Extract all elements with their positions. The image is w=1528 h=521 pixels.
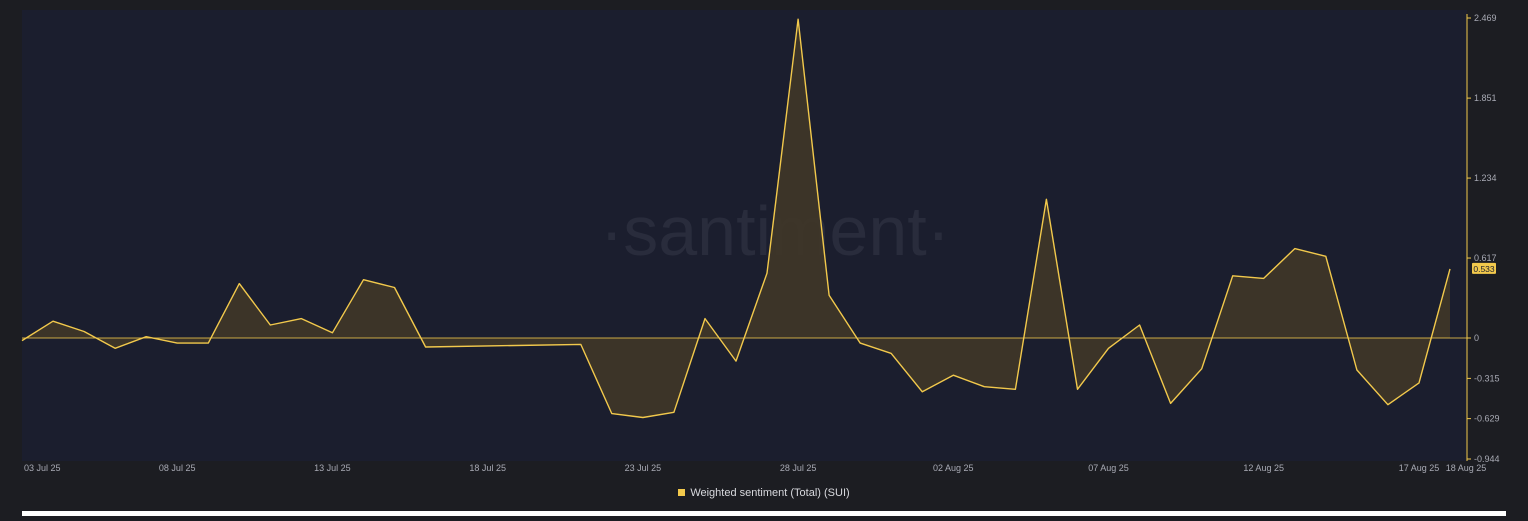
x-tick-label: 18 Jul 25 xyxy=(469,463,506,473)
data-point xyxy=(176,342,178,344)
data-point xyxy=(766,272,768,274)
y-tick-label: -0.315 xyxy=(1474,373,1500,383)
data-point xyxy=(1232,275,1234,277)
data-point xyxy=(1418,382,1420,384)
data-point xyxy=(921,391,923,393)
data-point xyxy=(21,340,23,342)
data-point xyxy=(673,411,675,413)
data-point xyxy=(580,343,582,345)
data-point xyxy=(300,318,302,320)
data-point xyxy=(1077,388,1079,390)
x-tick-label: 23 Jul 25 xyxy=(625,463,662,473)
legend[interactable]: Weighted sentiment (Total) (SUI) xyxy=(0,487,1528,499)
data-point xyxy=(1325,255,1327,257)
last-value-label: 0.533 xyxy=(1473,264,1495,274)
bottom-strip xyxy=(22,511,1506,516)
y-tick-label: 0 xyxy=(1474,333,1479,343)
series-line xyxy=(21,18,1451,419)
data-point xyxy=(642,417,644,419)
x-tick-label: 02 Aug 25 xyxy=(933,463,974,473)
data-point xyxy=(363,279,365,281)
area-layer xyxy=(21,18,1467,419)
data-point xyxy=(890,352,892,354)
y-tick-label: 1.851 xyxy=(1474,93,1497,103)
data-point xyxy=(828,294,830,296)
x-tick-label: 13 Jul 25 xyxy=(314,463,351,473)
data-point xyxy=(1356,369,1358,371)
data-point xyxy=(52,320,54,322)
data-point xyxy=(1014,388,1016,390)
data-point xyxy=(1108,347,1110,349)
data-point xyxy=(1449,268,1451,270)
data-point xyxy=(83,331,85,333)
y-tick-label: 0.617 xyxy=(1474,253,1497,263)
plot-background xyxy=(22,10,1467,461)
data-point xyxy=(207,342,209,344)
x-tick-label: 12 Aug 25 xyxy=(1243,463,1284,473)
x-tick-label: 28 Jul 25 xyxy=(780,463,817,473)
data-point xyxy=(269,324,271,326)
legend-label: Weighted sentiment (Total) (SUI) xyxy=(690,487,850,499)
y-tick-label: 2.469 xyxy=(1474,13,1497,23)
y-tick-label: 1.234 xyxy=(1474,173,1497,183)
data-point xyxy=(331,332,333,334)
data-point xyxy=(1294,248,1296,250)
x-tick-label: 03 Jul 25 xyxy=(24,463,61,473)
y-tick-label: -0.944 xyxy=(1474,454,1500,464)
data-point xyxy=(394,287,396,289)
data-point xyxy=(425,346,427,348)
x-tick-label: 18 Aug 25 xyxy=(1446,463,1487,473)
series-area-fill xyxy=(22,19,1450,418)
data-point xyxy=(114,347,116,349)
legend-swatch xyxy=(678,489,686,496)
data-point xyxy=(735,360,737,362)
data-point xyxy=(238,283,240,285)
data-point xyxy=(611,413,613,415)
data-point xyxy=(1387,404,1389,406)
x-tick-label: 08 Jul 25 xyxy=(159,463,196,473)
data-point xyxy=(1139,324,1141,326)
last-value-badge xyxy=(1472,262,1496,274)
x-tick-label: 07 Aug 25 xyxy=(1088,463,1129,473)
data-point xyxy=(1170,402,1172,404)
data-point xyxy=(1263,277,1265,279)
y-tick-label: -0.629 xyxy=(1474,414,1500,424)
data-point xyxy=(145,336,147,338)
data-point xyxy=(952,374,954,376)
data-point xyxy=(797,18,799,20)
x-tick-label: 17 Aug 25 xyxy=(1399,463,1440,473)
data-point xyxy=(983,386,985,388)
data-point xyxy=(1045,198,1047,200)
data-point xyxy=(1201,368,1203,370)
data-point xyxy=(859,342,861,344)
axis-layer: 2.469 1.851 1.234 0.617 0 -0.315 -0.629 -0.944 0… xyxy=(24,13,1500,473)
data-point xyxy=(704,318,706,320)
